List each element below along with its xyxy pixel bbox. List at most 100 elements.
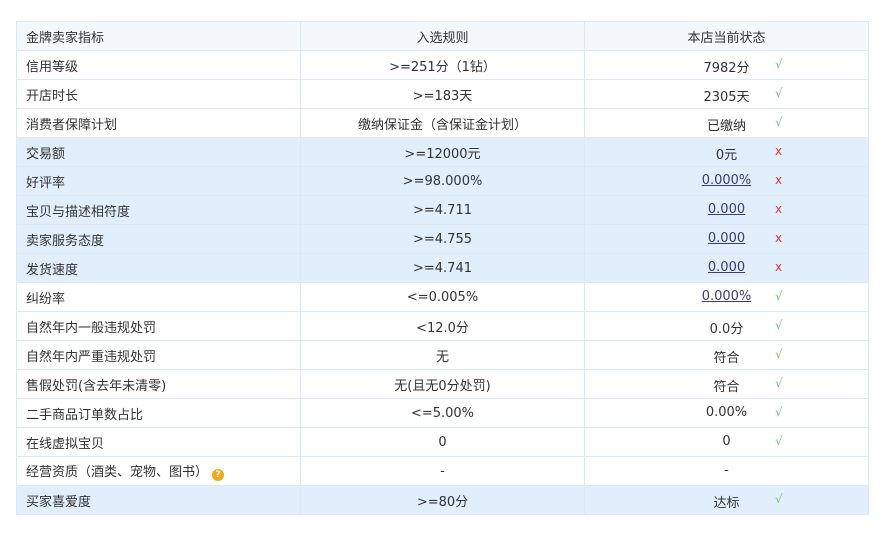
- status-cell: 2305天 √: [584, 79, 869, 109]
- check-icon: √: [775, 289, 783, 303]
- table-header: 金牌卖家指标 入选规则 本店当前状态: [16, 21, 869, 51]
- indicator-cell: 开店时长: [16, 79, 301, 109]
- rule-cell: 无(且无0分处罚): [300, 369, 585, 399]
- table-row: 交易额 >=12000元 0元 x: [16, 137, 869, 167]
- status-cell: 0.0分 √: [584, 311, 869, 341]
- indicator-label: 自然年内一般违规处罚: [26, 320, 157, 336]
- indicator-label: 消费者保障计划: [26, 117, 118, 133]
- check-icon: √: [775, 115, 783, 129]
- table-row: 买家喜爱度 >=80分 达标 √: [16, 485, 869, 515]
- indicator-cell: 好评率: [16, 166, 301, 196]
- header-status: 本店当前状态: [584, 21, 869, 51]
- table-row: 开店时长 >=183天 2305天 √: [16, 79, 869, 109]
- table-row: 好评率 >=98.000% 0.000% x: [16, 166, 869, 196]
- check-icon: √: [775, 376, 783, 390]
- rule-cell: >=4.755: [300, 224, 585, 254]
- table-row: 售假处罚(含去年未清零) 无(且无0分处罚) 符合 √: [16, 369, 869, 399]
- indicator-label: 宝贝与描述相符度: [26, 204, 131, 220]
- status-cell: 0.000% √: [584, 282, 869, 312]
- rule-cell: >=251分（1钻）: [300, 50, 585, 80]
- rule-cell: 无: [300, 340, 585, 370]
- check-icon: √: [775, 318, 783, 332]
- check-icon: √: [775, 492, 783, 506]
- indicator-cell: 在线虚拟宝贝: [16, 427, 301, 457]
- table-row: 在线虚拟宝贝 0 0 √: [16, 427, 869, 457]
- cross-icon: x: [775, 173, 783, 187]
- rule-cell: <12.0分: [300, 311, 585, 341]
- status-value: -: [724, 463, 729, 478]
- status-value: 0.0分: [709, 322, 744, 337]
- rule-cell: >=183天: [300, 79, 585, 109]
- table-row: 经营资质（酒类、宠物、图书）? - -: [16, 456, 869, 486]
- indicator-label: 经营资质（酒类、宠物、图书）: [26, 465, 209, 480]
- status-link[interactable]: 0.000: [707, 231, 746, 246]
- check-icon: √: [775, 86, 783, 100]
- indicator-cell: 纠纷率: [16, 282, 301, 312]
- check-icon: √: [775, 405, 783, 419]
- help-icon[interactable]: ?: [212, 469, 225, 481]
- status-cell: 符合 √: [584, 369, 869, 399]
- table-row: 消费者保障计划 缴纳保证金（含保证金计划） 已缴纳 √: [16, 108, 869, 138]
- check-icon: √: [775, 347, 783, 361]
- header-indicator: 金牌卖家指标: [16, 21, 301, 51]
- status-cell: 达标 √: [584, 485, 869, 515]
- table-row: 发货速度 >=4.741 0.000 x: [16, 253, 869, 283]
- status-value: 2305天: [703, 90, 750, 105]
- status-cell: 0.00% √: [584, 398, 869, 428]
- status-cell: 0.000 x: [584, 253, 869, 283]
- rule-cell: >=12000元: [300, 137, 585, 167]
- indicator-label: 买家喜爱度: [26, 494, 92, 510]
- table-row: 纠纷率 <=0.005% 0.000% √: [16, 282, 869, 312]
- indicator-cell: 经营资质（酒类、宠物、图书）?: [16, 456, 301, 486]
- gold-seller-table: 金牌卖家指标 入选规则 本店当前状态 信用等级 >=251分（1钻） 7982分…: [16, 21, 869, 515]
- status-cell: 7982分 √: [584, 50, 869, 80]
- indicator-cell: 交易额: [16, 137, 301, 167]
- rule-cell: >=98.000%: [300, 166, 585, 196]
- status-cell: 符合 √: [584, 340, 869, 370]
- status-cell: 0.000 x: [584, 224, 869, 254]
- status-cell: 0 √: [584, 427, 869, 457]
- indicator-cell: 卖家服务态度: [16, 224, 301, 254]
- status-value: 符合: [713, 380, 740, 395]
- indicator-cell: 信用等级: [16, 50, 301, 80]
- indicator-label: 纠纷率: [26, 291, 66, 307]
- status-value: 达标: [713, 496, 740, 511]
- rule-cell: >=80分: [300, 485, 585, 515]
- status-link[interactable]: 0.000%: [701, 173, 752, 188]
- indicator-label: 售假处罚(含去年未清零): [26, 378, 167, 394]
- status-link[interactable]: 0.000: [707, 202, 746, 217]
- status-value: 0: [722, 434, 731, 449]
- indicator-cell: 消费者保障计划: [16, 108, 301, 138]
- status-cell: 已缴纳 √: [584, 108, 869, 138]
- table-row: 自然年内严重违规处罚 无 符合 √: [16, 340, 869, 370]
- status-cell: 0元 x: [584, 137, 869, 167]
- table-row: 自然年内一般违规处罚 <12.0分 0.0分 √: [16, 311, 869, 341]
- rule-cell: >=4.741: [300, 253, 585, 283]
- indicator-label: 好评率: [26, 175, 66, 191]
- table-row: 宝贝与描述相符度 >=4.711 0.000 x: [16, 195, 869, 225]
- rule-cell: <=5.00%: [300, 398, 585, 428]
- status-value: 符合: [713, 351, 740, 366]
- status-cell: 0.000 x: [584, 195, 869, 225]
- cross-icon: x: [775, 260, 783, 274]
- header-rule: 入选规则: [300, 21, 585, 51]
- status-value: 0元: [715, 148, 738, 163]
- table-row: 卖家服务态度 >=4.755 0.000 x: [16, 224, 869, 254]
- indicator-cell: 发货速度: [16, 253, 301, 283]
- status-cell: -: [584, 456, 869, 486]
- indicator-cell: 买家喜爱度: [16, 485, 301, 515]
- check-icon: √: [775, 434, 783, 448]
- rule-cell: <=0.005%: [300, 282, 585, 312]
- status-value: 7982分: [703, 61, 750, 76]
- indicator-label: 信用等级: [26, 59, 79, 75]
- indicator-label: 卖家服务态度: [26, 233, 105, 249]
- status-value: 0.00%: [705, 405, 748, 420]
- table-row: 二手商品订单数占比 <=5.00% 0.00% √: [16, 398, 869, 428]
- rule-cell: 缴纳保证金（含保证金计划）: [300, 108, 585, 138]
- indicator-label: 二手商品订单数占比: [26, 407, 144, 423]
- indicator-cell: 宝贝与描述相符度: [16, 195, 301, 225]
- check-icon: √: [775, 57, 783, 71]
- status-link[interactable]: 0.000%: [701, 289, 752, 304]
- indicator-cell: 二手商品订单数占比: [16, 398, 301, 428]
- status-link[interactable]: 0.000: [707, 260, 746, 275]
